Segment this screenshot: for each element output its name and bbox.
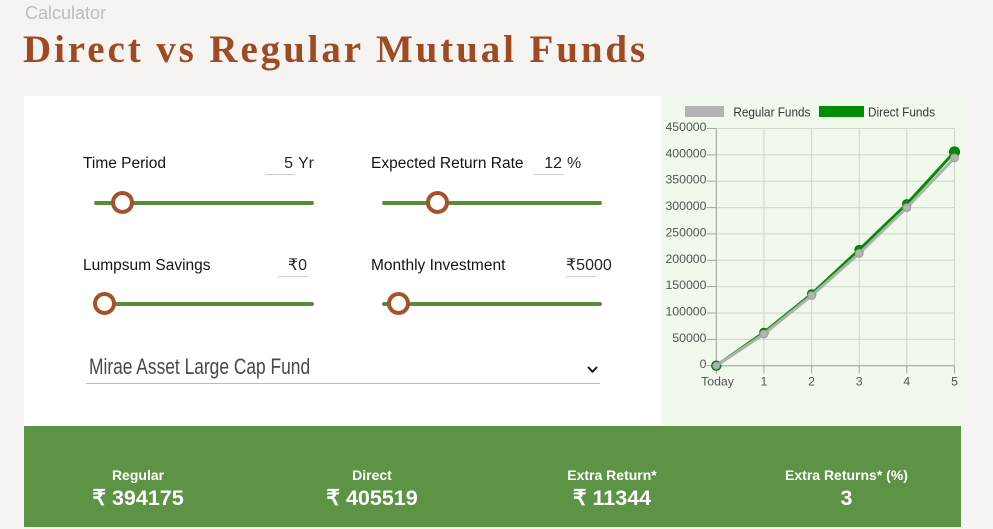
svg-text:100000: 100000: [665, 305, 706, 319]
svg-text:450000: 450000: [665, 120, 706, 134]
svg-text:1: 1: [760, 375, 767, 389]
svg-text:150000: 150000: [665, 278, 706, 292]
svg-text:50000: 50000: [672, 331, 706, 345]
svg-text:0: 0: [700, 357, 707, 371]
svg-text:3: 3: [856, 375, 863, 389]
svg-text:Direct Funds: Direct Funds: [868, 105, 935, 120]
svg-text:4: 4: [903, 375, 910, 389]
svg-text:Today: Today: [701, 375, 735, 389]
svg-text:250000: 250000: [665, 225, 706, 239]
svg-text:200000: 200000: [665, 252, 706, 266]
svg-text:2: 2: [808, 375, 815, 389]
svg-text:5: 5: [951, 375, 958, 389]
svg-text:350000: 350000: [665, 173, 706, 187]
svg-text:Regular Funds: Regular Funds: [733, 105, 810, 120]
svg-text:400000: 400000: [665, 146, 706, 160]
svg-text:300000: 300000: [665, 199, 706, 213]
